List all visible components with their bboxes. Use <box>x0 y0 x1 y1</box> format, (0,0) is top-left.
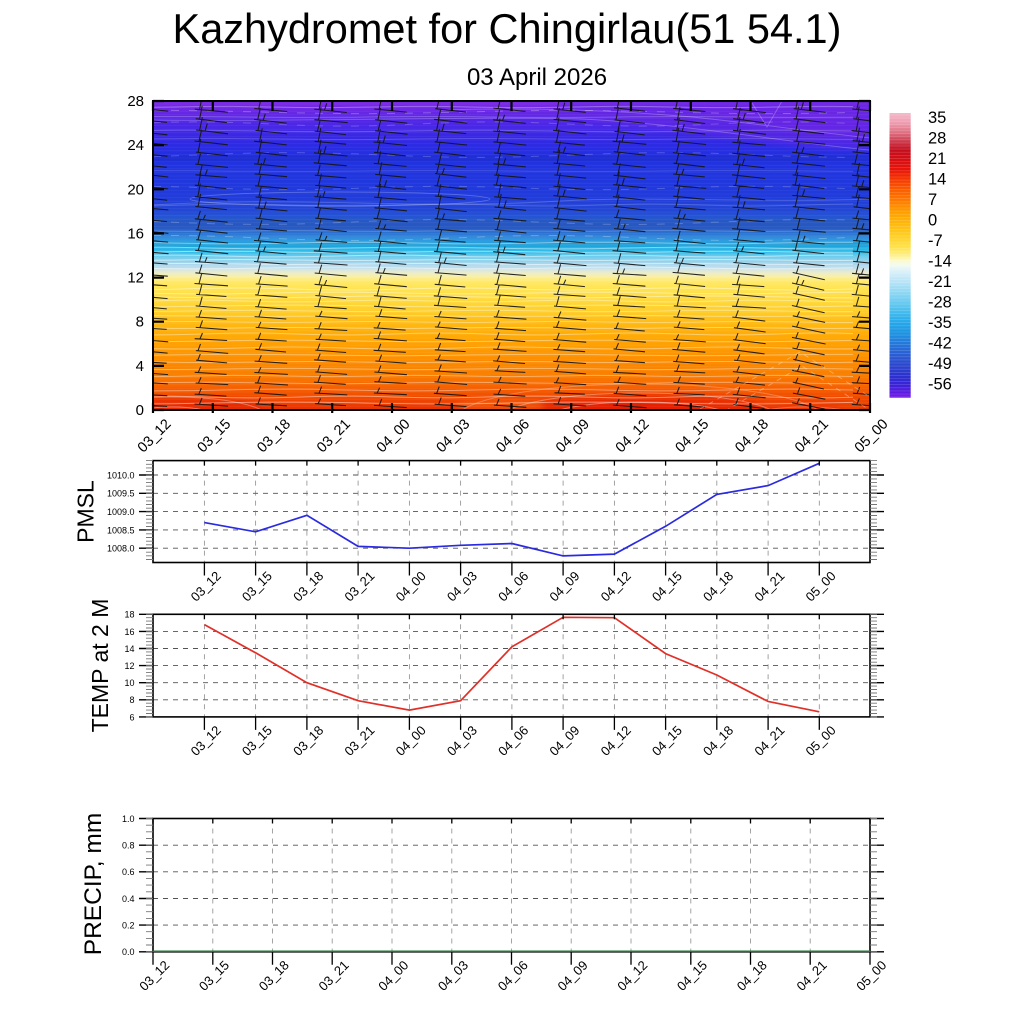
svg-text:-35: -35 <box>928 314 952 332</box>
svg-text:1.0: 1.0 <box>122 814 135 824</box>
svg-text:35: 35 <box>928 109 946 127</box>
svg-text:1008.0: 1008.0 <box>107 544 135 554</box>
svg-text:-7: -7 <box>928 232 943 250</box>
svg-text:-42: -42 <box>928 335 952 353</box>
svg-text:-14: -14 <box>928 253 952 271</box>
svg-text:16: 16 <box>124 627 134 637</box>
svg-text:03 April 2026: 03 April 2026 <box>467 64 607 91</box>
svg-text:0.0: 0.0 <box>122 947 135 957</box>
svg-text:6: 6 <box>129 712 134 722</box>
svg-text:8: 8 <box>129 695 134 705</box>
svg-text:8: 8 <box>136 314 144 331</box>
svg-text:0.4: 0.4 <box>122 894 135 904</box>
svg-text:7: 7 <box>928 191 937 209</box>
svg-text:14: 14 <box>928 171 946 189</box>
svg-text:Kazhydromet for Chingirlau(51: Kazhydromet for Chingirlau(51 54.1) <box>173 5 842 52</box>
svg-text:PMSL: PMSL <box>73 480 99 543</box>
svg-text:-21: -21 <box>928 273 952 291</box>
svg-text:0: 0 <box>136 402 144 419</box>
svg-text:10: 10 <box>124 678 134 688</box>
svg-text:18: 18 <box>124 610 134 620</box>
svg-text:16: 16 <box>127 225 144 242</box>
svg-text:12: 12 <box>124 661 134 671</box>
svg-text:-49: -49 <box>928 355 952 373</box>
svg-text:24: 24 <box>127 137 144 154</box>
svg-text:14: 14 <box>124 644 134 654</box>
svg-text:1008.5: 1008.5 <box>107 525 135 535</box>
svg-text:28: 28 <box>928 130 946 148</box>
svg-text:21: 21 <box>928 150 946 168</box>
svg-text:1009.5: 1009.5 <box>107 489 135 499</box>
svg-text:TEMP at 2 M: TEMP at 2 M <box>87 599 113 733</box>
svg-text:4: 4 <box>136 358 144 375</box>
svg-text:20: 20 <box>127 181 144 198</box>
svg-text:-28: -28 <box>928 294 952 312</box>
svg-text:0: 0 <box>928 212 937 230</box>
svg-text:0.2: 0.2 <box>122 921 135 931</box>
svg-text:1010.0: 1010.0 <box>107 470 135 480</box>
svg-text:1009.0: 1009.0 <box>107 507 135 517</box>
svg-text:28: 28 <box>127 93 144 110</box>
svg-text:12: 12 <box>127 270 144 287</box>
svg-text:PRECIP, mm: PRECIP, mm <box>80 813 107 956</box>
svg-text:0.6: 0.6 <box>122 867 135 877</box>
svg-text:0.8: 0.8 <box>122 841 135 851</box>
svg-text:-56: -56 <box>928 376 952 394</box>
